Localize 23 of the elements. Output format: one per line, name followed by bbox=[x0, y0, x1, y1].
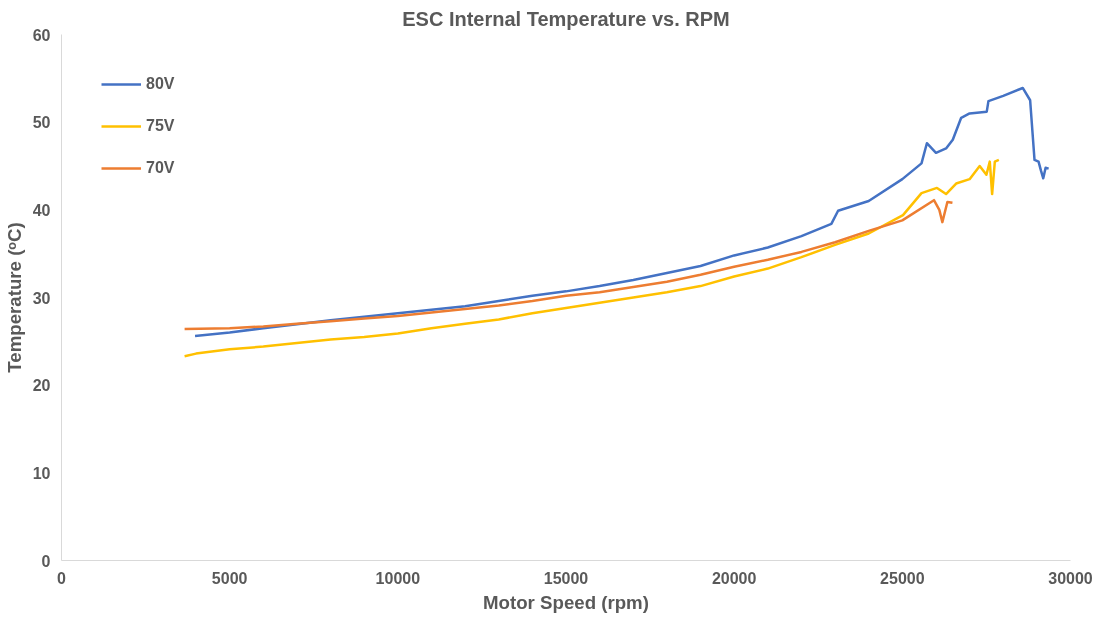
x-tick-label: 5000 bbox=[211, 569, 248, 587]
y-tick-label: 20 bbox=[32, 377, 51, 395]
line-series bbox=[183, 158, 1001, 358]
x-tick-label: 25000 bbox=[880, 569, 925, 587]
legend-label: 70V bbox=[146, 159, 175, 177]
x-axis-title: Motor Speed (rpm) bbox=[483, 591, 649, 613]
x-tick-label: 10000 bbox=[375, 569, 421, 587]
y-tick-label: 10 bbox=[32, 464, 51, 482]
x-tick-label: 0 bbox=[57, 569, 67, 587]
y-tick-label: 60 bbox=[32, 26, 51, 44]
legend-label: 75V bbox=[146, 117, 175, 135]
line-series bbox=[193, 86, 1050, 338]
chart-title: ESC Internal Temperature vs. RPM bbox=[402, 7, 730, 30]
y-tick-label: 50 bbox=[32, 114, 51, 132]
x-tick-label: 30000 bbox=[1048, 569, 1093, 587]
y-tick-label: 30 bbox=[32, 289, 51, 307]
legend-label: 80V bbox=[146, 75, 175, 93]
y-tick-label: 0 bbox=[41, 552, 51, 570]
y-axis-title: Temperature (ᵒC) bbox=[3, 222, 25, 373]
y-tick-label: 40 bbox=[32, 201, 51, 219]
x-tick-label: 20000 bbox=[711, 569, 757, 587]
line-series bbox=[183, 198, 954, 331]
x-tick-label: 15000 bbox=[543, 569, 589, 587]
